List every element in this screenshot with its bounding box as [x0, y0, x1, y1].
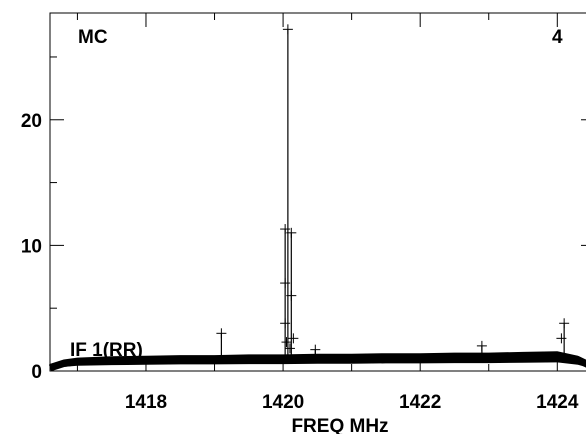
peak-marker-4: [286, 290, 297, 301]
peak-marker-0: [280, 318, 291, 329]
peak-marker-2: [281, 337, 292, 348]
peak-marker-1: [280, 278, 291, 289]
x-tick-label: 1424: [536, 392, 579, 413]
spike-marker-4: [310, 344, 321, 355]
x-tick-label: 1420: [262, 392, 304, 413]
x-tick-label: 1418: [125, 392, 167, 413]
spike-marker-0: [216, 328, 227, 339]
peak-marker-5: [288, 333, 299, 344]
baseline-line: [48, 351, 586, 372]
spike-marker-5: [476, 340, 487, 351]
baseline-band: [48, 351, 586, 372]
y-tick-label: 0: [31, 362, 42, 383]
axis-ticks: [50, 13, 586, 372]
spike-marker-3: [286, 227, 297, 238]
tick-labels: 1418 1420 1422 1424 0 10 20: [21, 111, 579, 413]
y-tick-label: 20: [21, 111, 42, 132]
data-markers: [216, 24, 570, 355]
plot-frame: [49, 12, 586, 372]
peak-marker-6: [556, 333, 567, 344]
spike-marker-6: [559, 318, 570, 329]
peak-marker-3: [284, 343, 295, 354]
x-axis-label: FREQ MHz: [291, 416, 388, 434]
y-tick-label: 10: [21, 236, 42, 257]
corner-label-top-right: 4: [552, 27, 563, 48]
series-label: IF 1(RR): [70, 340, 143, 361]
spike-marker-2: [282, 24, 293, 35]
spike-marker-1: [280, 224, 291, 235]
corner-label-top-left: MC: [78, 27, 108, 48]
x-tick-label: 1422: [399, 392, 441, 413]
